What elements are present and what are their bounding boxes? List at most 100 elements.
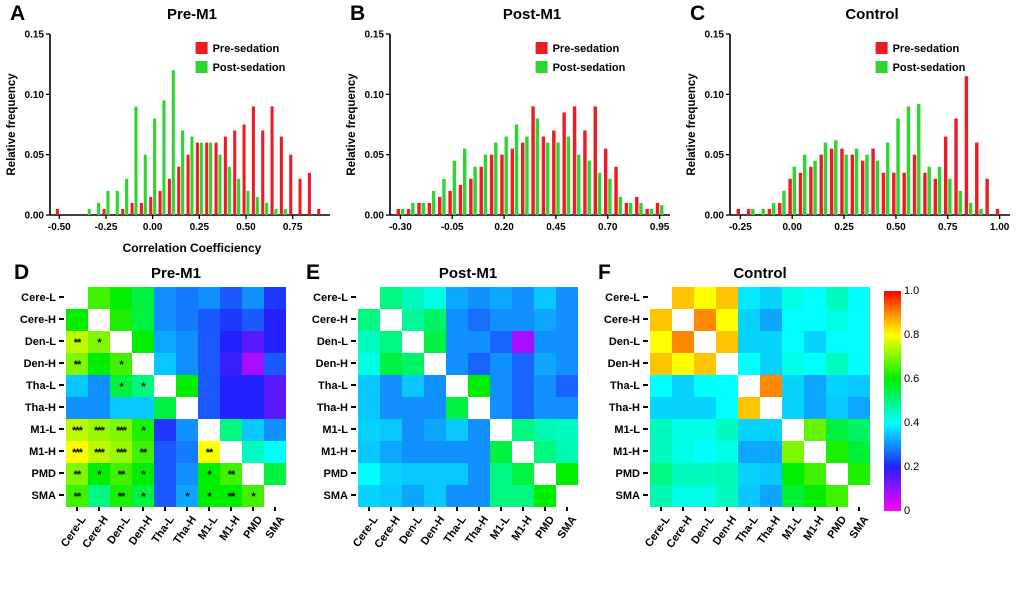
heatmap-cell [512, 331, 534, 353]
column-label-tha-h: Tha-H [171, 507, 199, 563]
y-tick-label: 0.15 [25, 30, 45, 41]
heatmap-cell [672, 375, 694, 397]
heatmap-cell [358, 419, 380, 441]
post-sedation-bar [237, 178, 241, 215]
column-label-m1-l: M1-L [780, 507, 805, 563]
heatmap-cell [672, 419, 694, 441]
heatmap-cell [650, 331, 672, 353]
heatmap-control: Cere-L Cere-H Den-L Den-H Tha-L Tha-H M1-L M1-H… [592, 287, 871, 563]
heatmap-cell: ** [66, 331, 88, 353]
heatmap-cell [760, 309, 782, 331]
panel-letter-e: E [306, 261, 321, 284]
colorbar-tick-label: 1.0 [904, 285, 920, 297]
row-label-pmd: PMD [592, 463, 650, 485]
heatmap-cell [264, 397, 286, 419]
heatmap-cell [490, 287, 512, 309]
post-sedation-bar [431, 190, 436, 215]
heatmap-cell [556, 419, 578, 441]
post-sedation-bar [483, 154, 488, 215]
heatmap-cell [154, 485, 176, 507]
heatmap-cell [534, 419, 556, 441]
pre-sedation-bar [829, 148, 834, 215]
post-sedation-bar [274, 208, 278, 215]
row-label-m1-h: M1-H [300, 441, 358, 463]
heatmap-cell: ** [220, 463, 242, 485]
pre-sedation-bar [819, 154, 823, 215]
heatmap-cell: * [198, 485, 220, 507]
post-sedation-bar [255, 196, 259, 215]
heatmap-cell [358, 375, 380, 397]
pre-sedation-bar [902, 172, 906, 215]
heatmap-cell [804, 441, 826, 463]
x-tick-label: 0.25 [190, 222, 210, 233]
heatmap-cell [512, 441, 534, 463]
row-label-den-h: Den-H [592, 353, 650, 375]
column-label-text: SMA [262, 514, 287, 541]
heatmap-cell [154, 353, 176, 375]
column-label-text: M1-H [217, 514, 243, 543]
post-sedation-bar [400, 208, 405, 215]
heatmap-cell [198, 331, 220, 353]
pre-sedation-bar [975, 142, 979, 215]
heatmap-cell [380, 463, 402, 485]
panel-pre-m1-histogram: A Pre-M1 0.00 0.05 0.10 0.15 -0.50 -0.25 0.00 0… [4, 2, 336, 257]
heatmap-cell: ** [66, 463, 88, 485]
pre-sedation-bar [261, 130, 265, 215]
heatmap-cell: ** [220, 485, 242, 507]
post-sedation-bar [948, 178, 952, 215]
y-tick-label: 0.00 [365, 211, 385, 222]
heatmap-cell [242, 287, 264, 309]
pre-sedation-bar [130, 202, 134, 215]
heatmap-cell [380, 331, 402, 353]
panel-title-control: Control [845, 6, 899, 23]
pre-sedation-bar [892, 172, 896, 215]
post-sedation-bar [181, 130, 185, 215]
pre-sedation-bar [205, 142, 209, 215]
heatmap-cell [534, 375, 556, 397]
row-label-cere-h: Cere-H [300, 309, 358, 331]
pre-sedation-bar [177, 166, 181, 215]
heatmap-cell [760, 353, 782, 375]
heatmap-cell [402, 485, 424, 507]
heatmap-cell [826, 419, 848, 441]
heatmap-cell [424, 353, 446, 375]
column-label-pmd: PMD [533, 507, 557, 563]
heatmap-cell [220, 353, 242, 375]
heatmap-cell [672, 353, 694, 375]
column-label-text: M1-L [488, 514, 513, 542]
heatmap-cell [490, 397, 512, 419]
heatmap-cell [88, 485, 110, 507]
heatmap-cell [556, 287, 578, 309]
row-label-m1-l: M1-L [300, 419, 358, 441]
column-label-cere-l: Cere-L [351, 507, 381, 563]
heatmap-cell: * [176, 485, 198, 507]
heatmap-cell [358, 309, 380, 331]
heatmap-cell [490, 441, 512, 463]
post-sedation-bar [917, 103, 921, 215]
row-label-pmd: PMD [300, 463, 358, 485]
column-label-m1-h: M1-H [802, 507, 827, 563]
x-tick-label: 0.25 [834, 222, 854, 233]
heatmap-cell [738, 397, 760, 419]
y-tick-label: 0.15 [365, 30, 385, 41]
post-sedation-bar [823, 142, 828, 215]
row-label-den-l: Den-L [300, 331, 358, 353]
heatmap-cell [176, 397, 198, 419]
heatmap-cell [198, 397, 220, 419]
heatmap-cell [650, 419, 672, 441]
column-label-den-h: Den-H [710, 507, 739, 563]
colorbar: 1.0 0.8 0.6 0.4 0.2 0 [884, 285, 936, 517]
heatmap-cell [512, 353, 534, 375]
pre-sedation-bar [809, 166, 813, 215]
column-label-m1-l: M1-L [488, 507, 513, 563]
pre-sedation-bar [562, 112, 566, 215]
column-label-text: SMA [846, 514, 871, 541]
y-tick-label: 0.15 [705, 30, 725, 41]
post-sedation-bar [608, 178, 612, 215]
pre-sedation-bar [912, 154, 917, 215]
y-tick-label: 0.05 [705, 150, 725, 161]
column-label-text: PMD [824, 514, 849, 541]
column-label-den-l: Den-L [105, 507, 133, 563]
heatmap-cell: * [132, 463, 154, 485]
pre-sedation-bar [736, 208, 740, 215]
